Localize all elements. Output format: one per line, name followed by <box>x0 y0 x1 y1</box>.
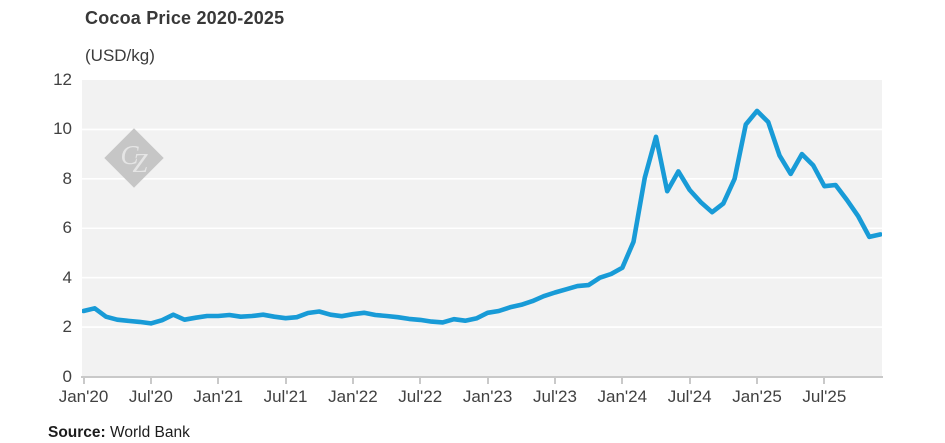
y-axis-tick-label-10: 10 <box>53 119 72 139</box>
y-axis-tick-label-8: 8 <box>62 168 72 188</box>
x-axis-tick-mark <box>217 378 220 384</box>
x-axis-tick-mark <box>823 378 826 384</box>
x-axis-tick-label: Jul'22 <box>398 387 443 406</box>
y-axis-tick-label-2: 2 <box>62 317 72 337</box>
x-axis-tick-mark <box>82 378 85 384</box>
x-axis-tick-label: Jan'21 <box>193 387 243 406</box>
x-axis-tick-label: Jan'24 <box>597 387 648 406</box>
x-axis-line <box>81 376 883 378</box>
source-text: World Bank <box>105 424 190 441</box>
x-axis-tick-label: Jan'20 <box>58 387 109 406</box>
y-axis-tick-label-4: 4 <box>62 267 72 287</box>
x-axis-tick-label: Jan'22 <box>328 387 378 406</box>
watermark-letter-z: Z <box>132 148 147 178</box>
x-axis-tick-label: Jul'21 <box>263 387 308 406</box>
x-axis-tick-label: Jul'23 <box>533 387 577 406</box>
x-axis-tick-mark <box>149 378 152 384</box>
x-axis-tick-mark <box>621 378 624 384</box>
x-axis-tick-label: Jul'25 <box>802 387 847 406</box>
price-line-chart <box>82 80 882 377</box>
x-axis-tick-mark <box>688 378 691 384</box>
x-axis-tick-label: Jan'23 <box>462 387 513 406</box>
y-axis-tick-label-0: 0 <box>62 366 72 386</box>
axis-unit-label: (USD/kg) <box>85 46 155 65</box>
x-axis-tick-label: Jul'24 <box>667 387 712 406</box>
y-axis-tick-label-6: 6 <box>62 218 72 238</box>
x-axis-tick-label: Jul'20 <box>128 387 173 406</box>
x-axis-tick-mark <box>486 378 489 384</box>
x-axis-tick-mark <box>553 378 556 384</box>
x-axis-tick-mark <box>351 378 354 384</box>
x-axis-tick-label: Jan'25 <box>732 387 782 406</box>
watermark-letter-c: C <box>120 140 138 170</box>
x-axis-tick-mark <box>284 378 287 384</box>
source-label: Source: <box>48 424 106 441</box>
x-axis-tick-mark <box>756 378 759 384</box>
cz-watermark-logo: CZ <box>106 140 162 178</box>
y-axis-tick-label-12: 12 <box>53 70 72 89</box>
plot-area <box>82 80 882 377</box>
x-axis-tick-mark <box>419 378 422 384</box>
price-line-series <box>82 108 882 326</box>
page-title: Cocoa Price 2020-2025 <box>85 8 285 28</box>
source-note: Source: World Bank <box>48 424 190 442</box>
